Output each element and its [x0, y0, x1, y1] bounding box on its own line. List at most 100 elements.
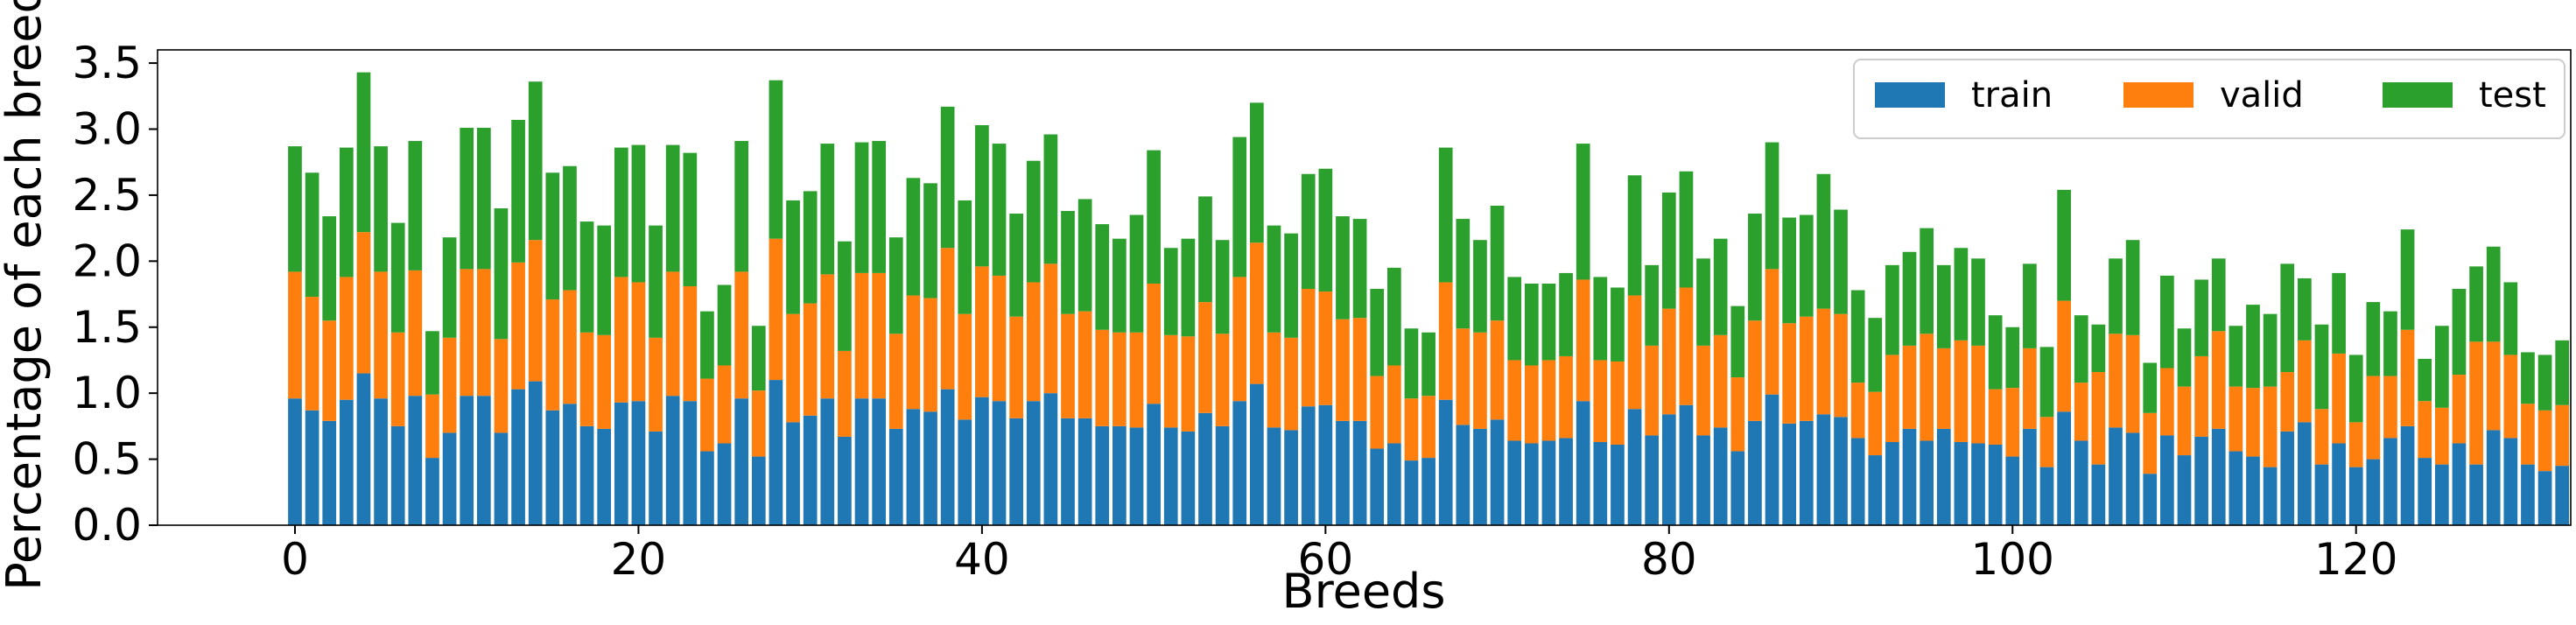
bar-test-19	[614, 147, 628, 277]
bar-train-95	[1920, 440, 1934, 525]
bar-train-49	[1129, 427, 1144, 525]
bar-valid-45	[1061, 313, 1075, 418]
bar-valid-21	[649, 337, 663, 432]
bar-train-47	[1095, 425, 1110, 526]
bar-train-76	[1593, 441, 1608, 525]
bar-test-15	[545, 172, 560, 300]
bar-test-83	[1713, 238, 1728, 335]
bar-train-26	[734, 398, 749, 525]
bar-valid-109	[2160, 368, 2174, 436]
bar-train-3	[340, 399, 354, 525]
bar-test-68	[1456, 219, 1470, 329]
bar-train-105	[2091, 464, 2106, 525]
bar-valid-96	[1936, 348, 1951, 429]
bar-test-56	[1250, 102, 1264, 243]
bar-train-51	[1163, 427, 1178, 525]
bar-train-6	[390, 425, 405, 526]
bar-train-2	[322, 420, 337, 525]
bar-train-24	[700, 451, 714, 525]
bar-test-117	[2298, 277, 2312, 341]
bar-train-85	[1748, 420, 1762, 525]
bar-valid-107	[2125, 334, 2140, 433]
bar-train-90	[1834, 417, 1848, 525]
bar-valid-105	[2091, 372, 2106, 465]
legend-label-train: train	[1971, 75, 2053, 116]
bar-valid-30	[803, 303, 818, 416]
bar-valid-53	[1198, 302, 1212, 413]
bar-train-77	[1611, 444, 1625, 525]
bar-train-92	[1868, 455, 1883, 525]
bar-test-107	[2125, 240, 2140, 335]
bar-valid-106	[2109, 334, 2123, 428]
bar-valid-2	[322, 320, 337, 421]
bar-train-27	[751, 456, 766, 525]
bar-valid-116	[2280, 372, 2295, 432]
bar-valid-13	[511, 262, 525, 390]
bar-valid-9	[442, 337, 457, 433]
bar-valid-71	[1507, 360, 1522, 441]
bar-valid-69	[1473, 332, 1487, 429]
bar-test-89	[1816, 173, 1831, 309]
bar-train-115	[2263, 467, 2278, 525]
bar-test-58	[1284, 233, 1298, 338]
bar-test-12	[494, 208, 509, 340]
bar-train-17	[579, 425, 594, 526]
bar-train-48	[1113, 425, 1127, 526]
bar-test-114	[2246, 305, 2260, 389]
bar-train-11	[476, 396, 491, 525]
bar-test-45	[1061, 211, 1075, 314]
bar-valid-66	[1421, 396, 1435, 459]
bar-train-130	[2521, 464, 2535, 525]
bar-test-62	[1352, 219, 1367, 319]
bar-train-31	[820, 398, 835, 525]
bar-test-93	[1885, 264, 1899, 355]
bar-test-88	[1799, 214, 1814, 317]
bar-test-29	[786, 200, 800, 314]
bar-valid-121	[2366, 376, 2381, 460]
bar-train-43	[1026, 401, 1041, 525]
bar-train-106	[2109, 427, 2123, 525]
bar-test-28	[769, 80, 783, 239]
y-ticks: 0.0 0.5 1.0 1.5 2.0 2.5 3.0 3.5	[72, 38, 158, 551]
bar-test-6	[390, 222, 405, 333]
bar-test-105	[2091, 324, 2106, 373]
bar-train-55	[1232, 401, 1247, 525]
x-tick-label: 80	[1641, 534, 1697, 585]
bar-train-71	[1507, 440, 1522, 525]
bar-train-101	[2023, 428, 2037, 525]
bar-valid-55	[1232, 277, 1247, 402]
bar-train-120	[2348, 467, 2363, 525]
bar-test-132	[2555, 340, 2570, 405]
bar-train-88	[1799, 420, 1814, 525]
bar-test-86	[1765, 142, 1779, 270]
bar-valid-24	[700, 378, 714, 452]
bar-test-13	[511, 119, 525, 263]
bar-train-36	[906, 409, 921, 525]
bar-test-74	[1559, 272, 1573, 356]
y-axis-label: Percentage of each breed	[0, 0, 52, 591]
bar-test-73	[1541, 283, 1556, 361]
bar-valid-117	[2298, 340, 2312, 423]
bar-test-25	[717, 284, 732, 366]
bar-valid-33	[854, 272, 869, 399]
bar-test-81	[1679, 171, 1694, 288]
bar-valid-35	[888, 334, 903, 429]
bar-valid-90	[1834, 313, 1848, 418]
bar-test-69	[1473, 240, 1487, 333]
bar-test-11	[476, 127, 491, 270]
bar-valid-126	[2452, 375, 2467, 444]
bar-test-97	[1954, 248, 1969, 341]
bar-valid-114	[2246, 388, 2260, 457]
bar-valid-37	[923, 298, 937, 412]
bar-train-94	[1902, 428, 1917, 525]
bar-test-92	[1868, 318, 1883, 392]
y-tick-label: 3.0	[72, 104, 142, 155]
bar-test-106	[2109, 258, 2123, 334]
bar-test-3	[340, 147, 354, 277]
legend-label-valid: valid	[2220, 75, 2304, 116]
bar-valid-127	[2469, 341, 2483, 465]
bar-valid-81	[1679, 287, 1694, 405]
bar-train-33	[854, 398, 869, 525]
bar-train-57	[1267, 427, 1281, 525]
bar-train-125	[2434, 464, 2449, 525]
